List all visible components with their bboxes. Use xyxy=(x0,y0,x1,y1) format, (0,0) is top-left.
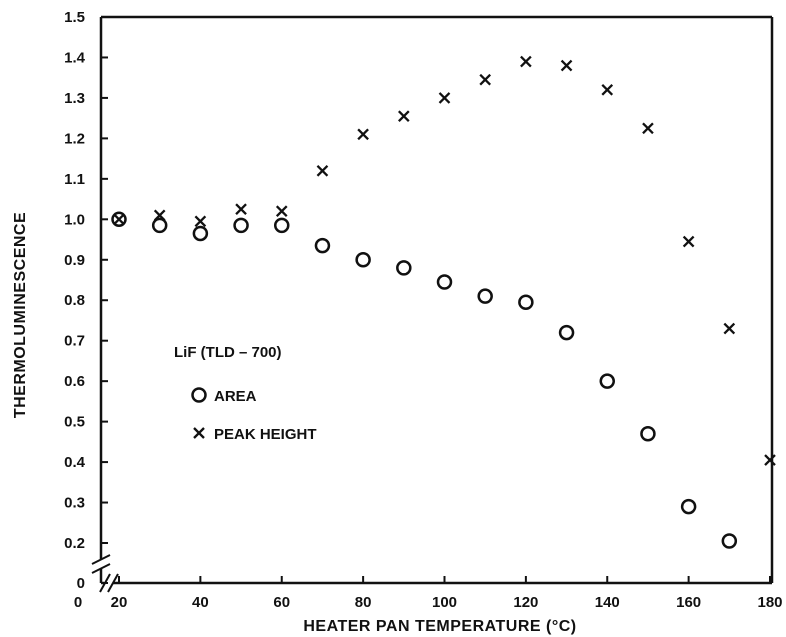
x-tick-label: 100 xyxy=(432,594,457,611)
legend-title: LiF (TLD – 700) xyxy=(174,344,282,361)
area-point xyxy=(721,533,738,549)
y-tick-label: 1.0 xyxy=(64,211,85,228)
area-point xyxy=(314,237,331,254)
peak-height-point xyxy=(194,215,207,228)
x-tick-label: 120 xyxy=(513,594,538,611)
y-tick-label: 0.7 xyxy=(64,333,85,350)
area-point xyxy=(477,288,493,304)
peak-height-point xyxy=(153,209,166,222)
x-axis-title: HEATER PAN TEMPERATURE (°C) xyxy=(303,618,576,635)
peak-height-point xyxy=(764,454,776,466)
x-tick-label: 180 xyxy=(757,594,782,611)
y-tick-label: 0 xyxy=(77,575,85,592)
x-tick-label: 140 xyxy=(595,594,620,611)
peak-height-point xyxy=(520,55,532,68)
area-point xyxy=(111,211,127,228)
x-tick-label: 20 xyxy=(111,594,128,611)
area-point xyxy=(518,294,534,311)
y-axis-break-mark xyxy=(91,554,111,565)
peak-height-point xyxy=(723,322,736,335)
legend-label: PEAK HEIGHT xyxy=(214,426,317,443)
y-tick-label: 1.1 xyxy=(64,171,85,188)
area-point xyxy=(599,373,615,389)
peak-height-point xyxy=(479,73,492,86)
y-tick-label: 1.2 xyxy=(64,130,85,147)
peak-height-point xyxy=(601,84,614,96)
area-point xyxy=(274,217,290,234)
legend-cross-marker xyxy=(193,427,205,439)
peak-height-point xyxy=(357,128,369,141)
y-tick-label: 0.2 xyxy=(64,535,85,552)
y-tick-label: 0.3 xyxy=(64,495,85,512)
y-axis-break-mark xyxy=(91,563,111,574)
x-tick-label: 80 xyxy=(355,594,372,611)
y-tick-label: 1.3 xyxy=(64,90,85,107)
peak-height-point xyxy=(316,164,329,177)
x-axis-break-mark xyxy=(107,573,119,593)
peak-height-point xyxy=(642,122,654,135)
data-points xyxy=(111,55,776,549)
x-tick-label: 0 xyxy=(74,594,82,611)
area-point xyxy=(640,426,656,442)
peak-height-point xyxy=(560,59,573,72)
peak-height-point xyxy=(235,203,247,216)
peak-height-point xyxy=(113,213,125,226)
area-point xyxy=(233,217,249,234)
legend: LiF (TLD – 700) AREA PEAK HEIGHT xyxy=(174,344,317,443)
y-tick-label: 0.4 xyxy=(64,454,86,471)
area-point xyxy=(151,217,168,234)
y-tick-label: 0.6 xyxy=(64,373,85,390)
legend-label: AREA xyxy=(214,388,257,405)
x-tick-label: 40 xyxy=(192,594,209,611)
area-point xyxy=(436,274,453,290)
area-point xyxy=(192,225,209,242)
peak-height-point xyxy=(438,92,451,104)
area-point xyxy=(355,252,371,268)
axis-ticks: 0 0.2 0.3 0.4 0.5 0.6 0.7 0.8 0.9 1.0 1.1 1.2 1.3 1.4… xyxy=(64,9,782,611)
x-tick-label: 160 xyxy=(676,594,701,611)
y-axis-title: THERMOLUMINESCENCE xyxy=(12,212,29,418)
peak-height-point xyxy=(275,205,288,218)
x-tick-label: 60 xyxy=(273,594,290,611)
area-point xyxy=(396,260,412,276)
peak-height-point xyxy=(682,235,695,248)
y-tick-label: 0.9 xyxy=(64,252,85,269)
y-tick-label: 1.5 xyxy=(64,9,85,26)
area-point xyxy=(558,324,575,341)
y-tick-label: 0.5 xyxy=(64,414,85,431)
peak-height-point xyxy=(397,110,410,122)
y-tick-label: 1.4 xyxy=(64,49,86,66)
area-point xyxy=(680,498,697,515)
plot-frame xyxy=(91,15,774,593)
legend-circle-marker xyxy=(191,387,207,403)
y-tick-label: 0.8 xyxy=(64,292,85,309)
